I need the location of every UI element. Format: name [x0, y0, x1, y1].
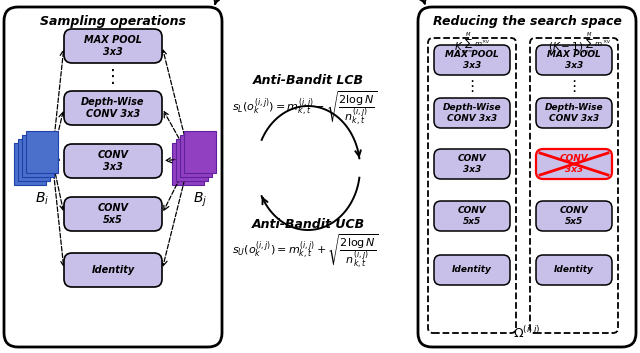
FancyBboxPatch shape: [64, 197, 162, 231]
FancyBboxPatch shape: [434, 45, 510, 75]
Text: CONV
5x5: CONV 5x5: [458, 206, 486, 226]
FancyBboxPatch shape: [64, 144, 162, 178]
FancyBboxPatch shape: [64, 253, 162, 287]
Text: Depth-Wise
CONV 3x3: Depth-Wise CONV 3x3: [81, 97, 145, 119]
Text: CONV
3x3: CONV 3x3: [458, 154, 486, 174]
Text: $s_L(o_k^{(i,j)}) = m_{k,t}^{(i,j)} - \sqrt{\dfrac{2\log N}{n_{k,t}^{(i,j)}}}$: $s_L(o_k^{(i,j)}) = m_{k,t}^{(i,j)} - \s…: [232, 89, 378, 127]
Text: $K^{\sum_{m=i}^{M}m^{\times v}}$: $K^{\sum_{m=i}^{M}m^{\times v}}$: [454, 31, 490, 55]
Text: CONV
3x3: CONV 3x3: [97, 150, 129, 172]
Bar: [172, 143, 204, 185]
Text: Identity: Identity: [452, 265, 492, 275]
Text: Reducing the search space: Reducing the search space: [433, 15, 621, 28]
FancyBboxPatch shape: [536, 98, 612, 128]
Bar: [18, 139, 50, 181]
Text: Depth-Wise
CONV 3x3: Depth-Wise CONV 3x3: [545, 103, 604, 123]
Text: MAX POOL
3x3: MAX POOL 3x3: [547, 50, 601, 70]
FancyBboxPatch shape: [4, 7, 222, 347]
Text: Anti-Bandit LCB: Anti-Bandit LCB: [253, 74, 364, 88]
FancyBboxPatch shape: [64, 91, 162, 125]
Text: Anti-Bandit UCB: Anti-Bandit UCB: [252, 219, 365, 232]
FancyBboxPatch shape: [434, 255, 510, 285]
Bar: [22, 135, 54, 177]
Text: CONV
5x5: CONV 5x5: [559, 206, 588, 226]
Text: Depth-Wise
CONV 3x3: Depth-Wise CONV 3x3: [443, 103, 501, 123]
Bar: [26, 131, 58, 173]
FancyBboxPatch shape: [536, 201, 612, 231]
Text: MAX POOL
3x3: MAX POOL 3x3: [445, 50, 499, 70]
Text: CONV
5x5: CONV 5x5: [97, 203, 129, 225]
FancyBboxPatch shape: [536, 45, 612, 75]
Text: ⋮: ⋮: [104, 68, 122, 86]
Text: ⋮: ⋮: [465, 79, 479, 94]
Bar: [184, 131, 216, 173]
Text: Identity: Identity: [554, 265, 594, 275]
Bar: [176, 139, 208, 181]
Text: MAX POOL
3x3: MAX POOL 3x3: [84, 35, 142, 57]
FancyBboxPatch shape: [434, 149, 510, 179]
Text: Identity: Identity: [92, 265, 134, 275]
Text: $(K-1)^{\sum_{m=i}^{M}m^{\times v}}$: $(K-1)^{\sum_{m=i}^{M}m^{\times v}}$: [548, 31, 612, 55]
Text: $B_i$: $B_i$: [35, 191, 49, 208]
Text: Sampling operations: Sampling operations: [40, 15, 186, 28]
Bar: [14, 143, 46, 185]
Text: CONV
3x3: CONV 3x3: [559, 154, 588, 174]
FancyBboxPatch shape: [536, 255, 612, 285]
FancyBboxPatch shape: [418, 7, 636, 347]
Text: $s_U(o_k^{(i,j)}) = m_{k,t}^{(i,j)} + \sqrt{\dfrac{2\log N}{n_{k,t}^{(i,j)}}}$: $s_U(o_k^{(i,j)}) = m_{k,t}^{(i,j)} + \s…: [232, 232, 379, 270]
FancyBboxPatch shape: [64, 29, 162, 63]
Text: $\Omega^{(i,j)}$: $\Omega^{(i,j)}$: [513, 325, 541, 341]
FancyBboxPatch shape: [536, 149, 612, 179]
Text: $B_j$: $B_j$: [193, 191, 207, 209]
FancyBboxPatch shape: [434, 98, 510, 128]
Bar: [180, 135, 212, 177]
FancyBboxPatch shape: [434, 201, 510, 231]
Text: ⋮: ⋮: [566, 79, 582, 94]
